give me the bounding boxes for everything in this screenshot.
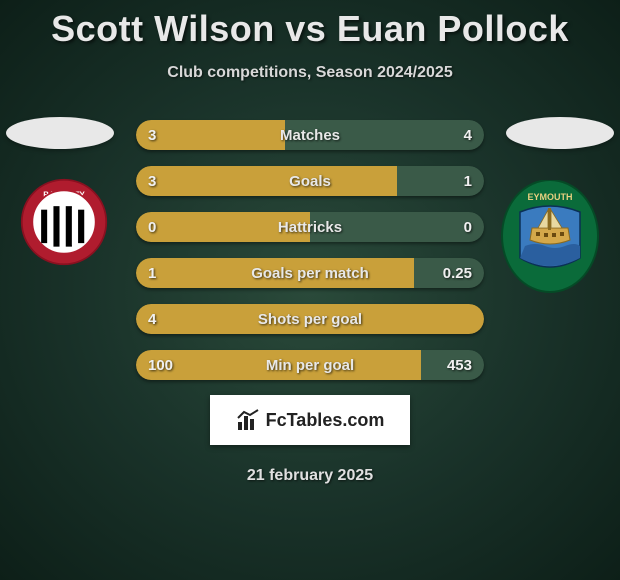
bar-value-left: 3 — [148, 120, 156, 150]
stat-bar: Goals3 1 — [136, 166, 484, 196]
bar-label: Goals — [136, 166, 484, 196]
bar-value-left: 3 — [148, 166, 156, 196]
bar-value-left: 0 — [148, 212, 156, 242]
bar-value-left: 4 — [148, 304, 156, 334]
bar-label: Goals per match — [136, 258, 484, 288]
stat-bar: Min per goal100 453 — [136, 350, 484, 380]
page-title: Scott Wilson vs Euan Pollock — [0, 0, 620, 50]
stat-bar: Matches3 4 — [136, 120, 484, 150]
bar-label: Min per goal — [136, 350, 484, 380]
bar-label: Shots per goal — [136, 304, 484, 334]
bar-value-right: 0.25 — [443, 258, 472, 288]
bar-label: Hattricks — [136, 212, 484, 242]
fctables-watermark: FcTables.com — [210, 395, 410, 445]
watermark-text: FcTables.com — [266, 410, 385, 431]
bar-value-right: 0 — [464, 212, 472, 242]
stat-bar: Goals per match1 0.25 — [136, 258, 484, 288]
stat-bar: Shots per goal4 — [136, 304, 484, 334]
comparison-bars: Matches34Goals31Hattricks00Goals per mat… — [136, 120, 484, 396]
bar-value-right: 4 — [464, 120, 472, 150]
chart-icon — [236, 408, 260, 432]
bar-value-left: 1 — [148, 258, 156, 288]
bar-value-right: 1 — [464, 166, 472, 196]
subtitle: Club competitions, Season 2024/2025 — [0, 64, 620, 82]
bar-label: Matches — [136, 120, 484, 150]
bar-value-left: 100 — [148, 350, 173, 380]
spotlight-ellipse-right — [506, 117, 614, 149]
stat-bar: Hattricks0 0 — [136, 212, 484, 242]
svg-text:EYMOUTH: EYMOUTH — [528, 192, 573, 202]
bar-value-right: 453 — [447, 350, 472, 380]
spotlight-ellipse-left — [6, 117, 114, 149]
club-crest-right: EYMOUTH — [500, 180, 600, 300]
club-crest-left: BATH CITY — [20, 178, 108, 266]
date-text: 21 february 2025 — [0, 467, 620, 485]
